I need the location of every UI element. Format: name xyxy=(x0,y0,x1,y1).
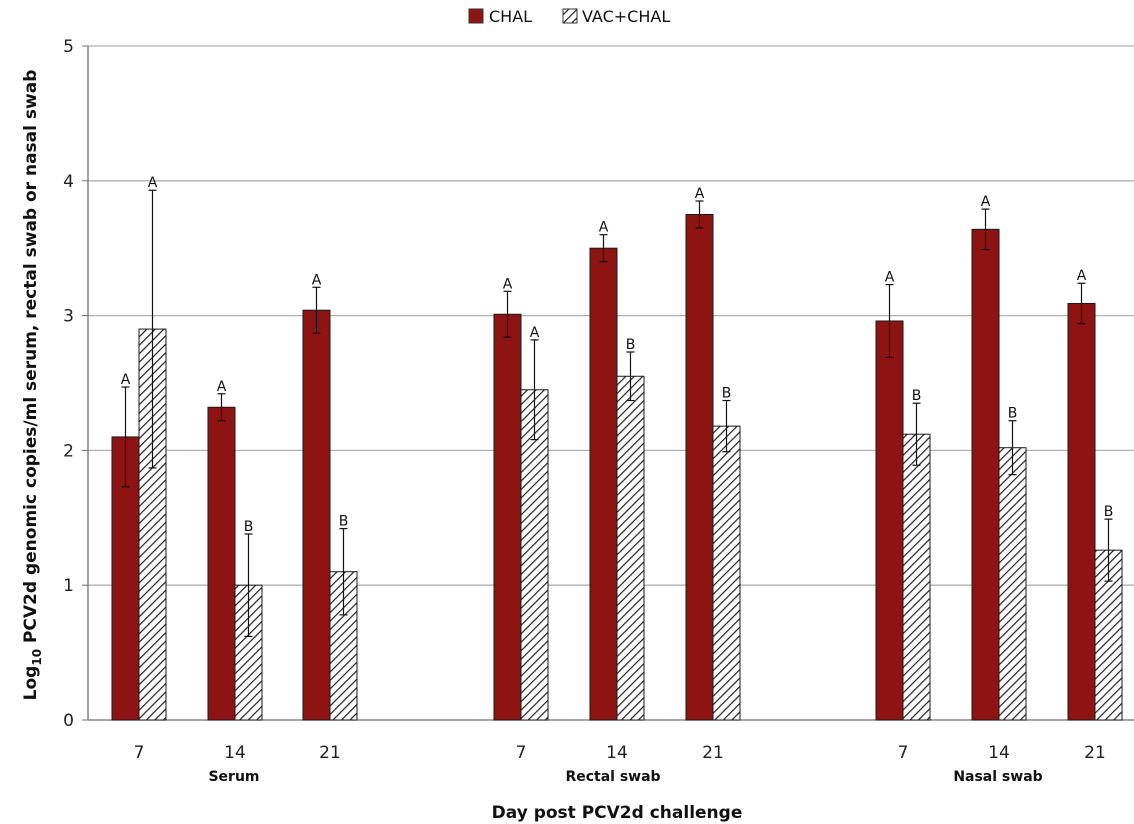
x-tick-label: 14 xyxy=(224,743,246,763)
y-axis-title-prefix: Log xyxy=(21,666,41,701)
y-tick-label: 2 xyxy=(63,441,74,461)
bar-vac-chal xyxy=(520,389,549,721)
legend-swatch-chal xyxy=(468,8,484,24)
y-tick-label: 4 xyxy=(63,172,74,192)
significance-letter: A xyxy=(981,194,991,210)
x-axis-title: Day post PCV2d challenge xyxy=(492,803,743,823)
significance-letter: A xyxy=(217,379,227,395)
significance-letter: A xyxy=(312,272,322,288)
bar-chal xyxy=(589,247,618,721)
bar-chal xyxy=(875,320,904,721)
significance-letter: B xyxy=(339,514,349,530)
bar-vac-chal xyxy=(712,425,741,721)
significance-letter: B xyxy=(912,388,922,404)
significance-letter: A xyxy=(148,175,158,191)
bar-chal xyxy=(685,214,714,721)
x-tick-label: 14 xyxy=(606,743,628,763)
significance-letter: B xyxy=(722,386,732,402)
group-label: Serum xyxy=(208,769,259,785)
x-tick-label: 7 xyxy=(898,743,909,763)
significance-letter: A xyxy=(503,276,513,292)
x-tick-label: 14 xyxy=(988,743,1010,763)
y-tick-label: 5 xyxy=(63,37,74,57)
y-tick-label: 0 xyxy=(63,711,74,731)
y-tick-label: 3 xyxy=(63,307,74,327)
significance-letter: A xyxy=(599,220,609,236)
bar-chal xyxy=(207,406,236,721)
significance-letter: B xyxy=(1104,504,1114,520)
significance-letter: A xyxy=(530,325,540,341)
legend-swatch-vac xyxy=(562,8,578,24)
x-tick-label: 7 xyxy=(134,743,145,763)
significance-letter: A xyxy=(885,270,895,286)
y-axis-title-subscript: 10 xyxy=(30,649,44,666)
significance-letter: A xyxy=(121,372,131,388)
group-label: Nasal swab xyxy=(953,769,1042,785)
bar-chal xyxy=(1067,302,1096,721)
labels-layer: 0 1 2 3 4 5 A A 7 A B 14 A B 21 Serum A A 7 A B 14 A B 21 Rectal … xyxy=(63,37,1113,785)
significance-letter: A xyxy=(1077,268,1087,284)
significance-letter: B xyxy=(1008,406,1018,422)
legend: CHAL VAC+CHAL xyxy=(468,7,670,26)
bar-chal xyxy=(971,228,1000,721)
y-axis-title-rest: PCV2d genomic copies/ml serum, rectal sw… xyxy=(21,70,41,649)
bar-vac-chal xyxy=(998,447,1027,721)
bar-chal xyxy=(493,313,522,721)
significance-letter: A xyxy=(695,186,705,202)
significance-letter: B xyxy=(244,519,254,535)
x-tick-label: 7 xyxy=(516,743,527,763)
bar-chal xyxy=(302,309,331,721)
group-label: Rectal swab xyxy=(565,769,660,785)
bar-vac-chal xyxy=(616,375,645,721)
x-tick-label: 21 xyxy=(1084,743,1106,763)
x-tick-label: 21 xyxy=(702,743,724,763)
legend-label-vac: VAC+CHAL xyxy=(582,7,670,26)
x-tick-label: 21 xyxy=(319,743,341,763)
significance-letter: B xyxy=(626,337,636,353)
y-tick-label: 1 xyxy=(63,576,74,596)
bars-layer xyxy=(111,189,1123,721)
bar-vac-chal xyxy=(902,433,931,721)
y-axis-title: Log10 PCV2d genomic copies/ml serum, rec… xyxy=(21,70,44,701)
legend-label-chal: CHAL xyxy=(489,7,532,26)
